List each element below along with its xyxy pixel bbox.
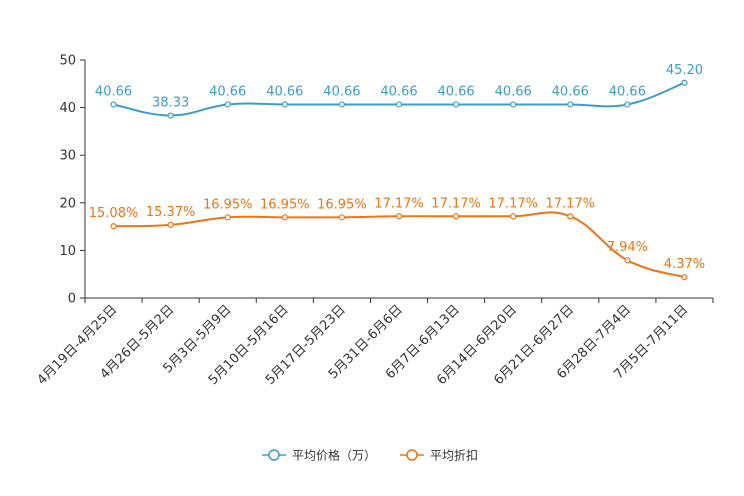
- series-1: 40.66 38.33 40.66 40.66 40.66 40.66 40.66 40.66…: [95, 63, 703, 119]
- data-point[interactable]: [224, 214, 231, 221]
- data-point[interactable]: [452, 101, 460, 108]
- x-axis-ticks: 4月19日-4月25日4月26日-5月2日5月3日-5月9日5月10日-5月16…: [35, 298, 714, 388]
- data-point[interactable]: [395, 101, 403, 108]
- data-point[interactable]: [110, 101, 117, 108]
- data-point[interactable]: [624, 101, 631, 108]
- data-label: 16.95%: [203, 197, 253, 212]
- data-label: 16.95%: [317, 197, 367, 212]
- y-tick-label: 0: [68, 292, 76, 307]
- y-tick-label: 30: [59, 149, 76, 164]
- legend[interactable]: 平均价格（万） 平均折扣: [262, 448, 478, 463]
- data-point[interactable]: [281, 214, 288, 221]
- data-label: 40.66: [323, 84, 360, 99]
- series-2: 15.08% 15.37% 16.95% 16.95% 16.95% 17.17% 17.1…: [89, 196, 705, 281]
- data-point[interactable]: [224, 101, 231, 108]
- y-tick-label: 40: [59, 101, 76, 116]
- data-point[interactable]: [395, 213, 403, 220]
- data-point[interactable]: [167, 112, 174, 119]
- data-point[interactable]: [510, 101, 517, 108]
- data-label: 40.66: [266, 84, 303, 99]
- data-label: 40.66: [380, 84, 417, 99]
- data-point[interactable]: [624, 257, 631, 264]
- y-tick-label: 50: [59, 54, 76, 69]
- data-point[interactable]: [338, 101, 346, 108]
- legend-marker-icon: [406, 449, 418, 461]
- legend-item-1[interactable]: 平均价格（万）: [262, 448, 376, 463]
- data-label: 40.66: [209, 84, 246, 99]
- data-label: 40.66: [95, 84, 132, 99]
- data-label: 38.33: [152, 96, 189, 111]
- legend-marker-icon: [268, 449, 280, 461]
- y-axis-ticks: 0 10 20 30 40 50: [59, 54, 85, 307]
- data-point[interactable]: [167, 221, 174, 228]
- data-label: 40.66: [437, 84, 474, 99]
- data-point[interactable]: [338, 214, 346, 221]
- data-point[interactable]: [110, 223, 117, 230]
- data-label: 40.66: [495, 84, 532, 99]
- data-point[interactable]: [567, 213, 574, 220]
- data-label: 17.17%: [374, 196, 424, 211]
- data-point[interactable]: [681, 274, 688, 281]
- data-label: 40.66: [552, 84, 589, 99]
- data-label: 40.66: [609, 84, 646, 99]
- series-layer: 40.66 38.33 40.66 40.66 40.66 40.66 40.66 40.66…: [89, 63, 705, 281]
- data-label: 17.17%: [545, 196, 595, 211]
- y-tick-label: 10: [59, 244, 76, 259]
- data-label: 17.17%: [431, 196, 481, 211]
- data-point[interactable]: [681, 79, 688, 86]
- data-label: 4.37%: [664, 257, 705, 272]
- data-label: 15.08%: [89, 206, 139, 221]
- series-line: [113, 211, 685, 279]
- legend-label: 平均折扣: [430, 448, 478, 463]
- data-label: 16.95%: [260, 197, 310, 212]
- data-label: 15.37%: [146, 205, 196, 220]
- data-point[interactable]: [281, 101, 288, 108]
- y-tick-label: 20: [59, 196, 76, 211]
- data-label: 45.20: [666, 63, 703, 78]
- data-label: 7.94%: [607, 240, 648, 255]
- data-point[interactable]: [567, 101, 574, 108]
- data-point[interactable]: [452, 213, 460, 220]
- data-label: 17.17%: [488, 196, 538, 211]
- data-point[interactable]: [510, 213, 517, 220]
- legend-item-2[interactable]: 平均折扣: [400, 448, 478, 463]
- legend-label: 平均价格（万）: [292, 448, 376, 463]
